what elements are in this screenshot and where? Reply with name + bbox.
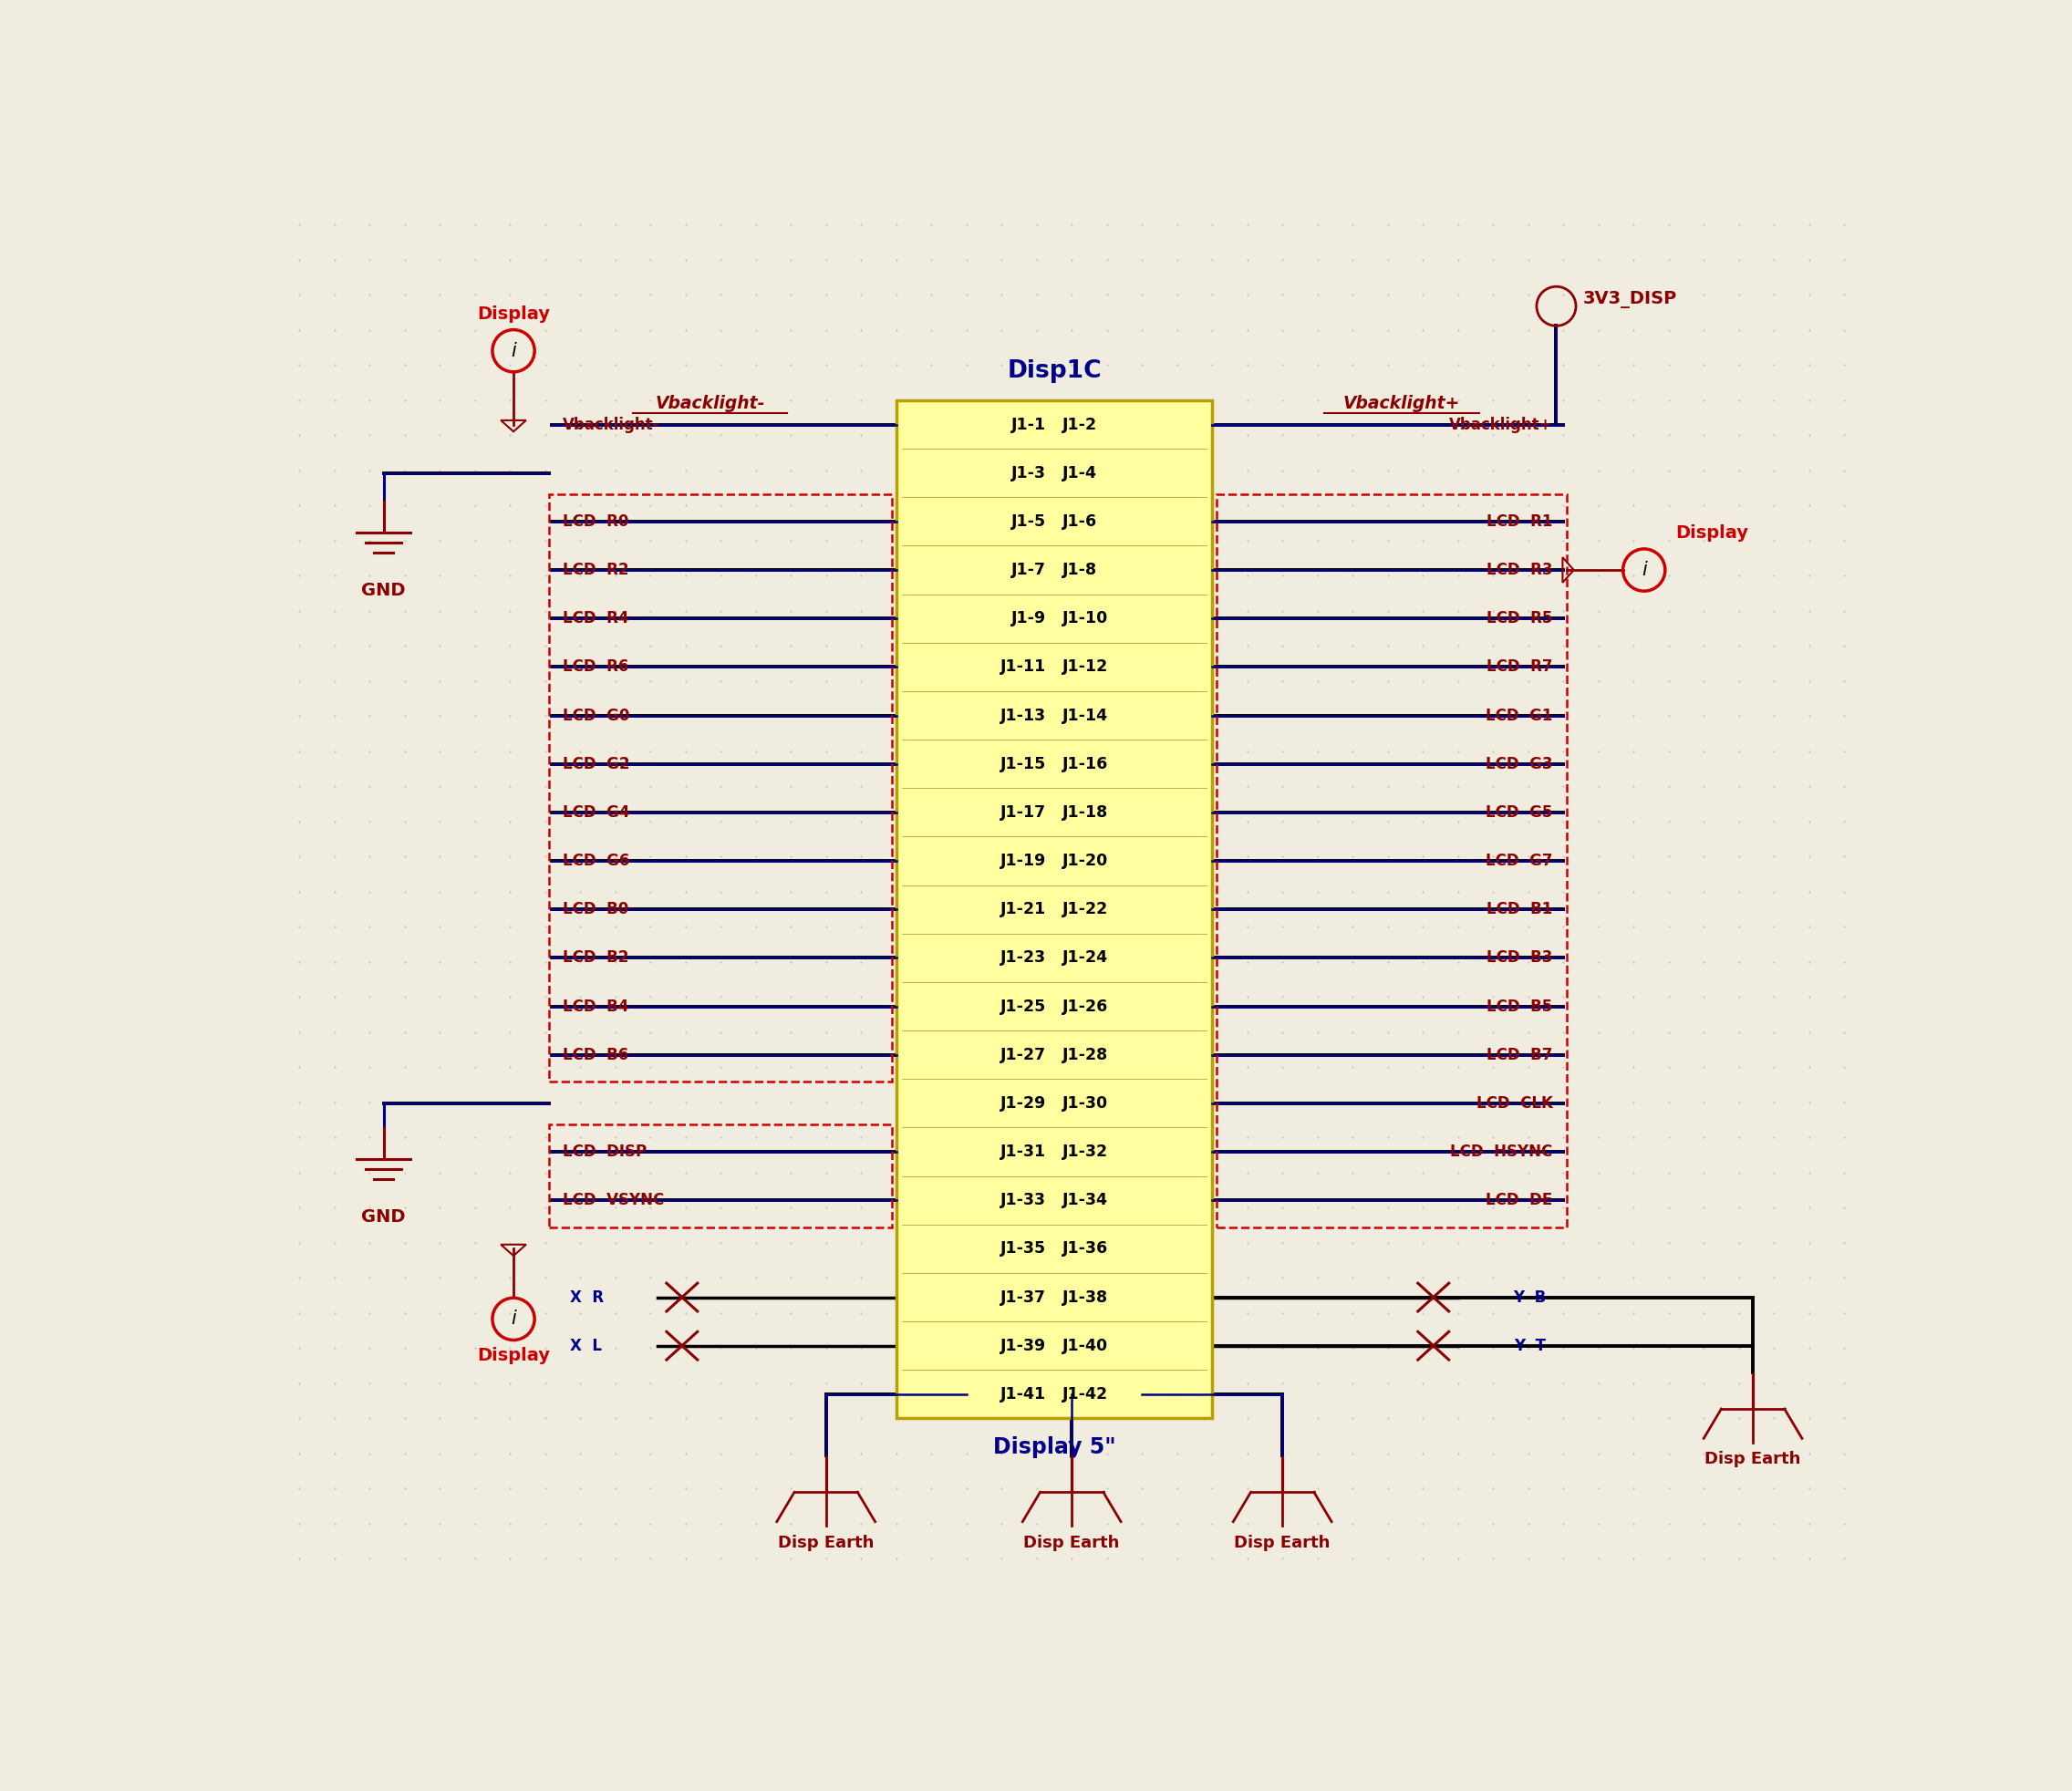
Text: J1-27: J1-27 [1001,1046,1046,1064]
Text: LCD  R7: LCD R7 [1486,659,1552,675]
Text: J1-14: J1-14 [1063,707,1109,724]
Text: LCD  R0: LCD R0 [564,514,628,530]
Text: LCD  R2: LCD R2 [564,562,628,578]
Text: LCD  G1: LCD G1 [1486,707,1552,724]
Bar [897,401,1212,1418]
Text: LCD  B4: LCD B4 [564,998,628,1014]
Text: J1-28: J1-28 [1063,1046,1109,1064]
Text: Display 5": Display 5" [992,1436,1115,1458]
Text: J1-31: J1-31 [1001,1144,1046,1161]
Text: LCD  G7: LCD G7 [1486,853,1552,869]
Text: Vbacklight-: Vbacklight- [564,416,659,433]
Text: J1-9: J1-9 [1011,611,1046,627]
Text: J1-7: J1-7 [1011,562,1046,578]
Text: J1-33: J1-33 [1001,1193,1046,1209]
Text: J1-21: J1-21 [1001,901,1046,917]
Text: J1-16: J1-16 [1063,756,1109,772]
Text: J1-40: J1-40 [1063,1338,1109,1354]
Text: Vbacklight+: Vbacklight+ [1448,416,1552,433]
Text: 3V3_DISP: 3V3_DISP [1583,290,1676,308]
Text: J1-15: J1-15 [1001,756,1046,772]
Text: Y  B: Y B [1513,1290,1546,1306]
Text: LCD  R5: LCD R5 [1488,611,1552,627]
Text: Disp Earth: Disp Earth [1705,1451,1801,1467]
Text: LCD  VSYNC: LCD VSYNC [564,1193,665,1209]
Bar [549,494,891,1082]
Text: LCD  G5: LCD G5 [1486,804,1552,820]
Text: LCD  G3: LCD G3 [1486,756,1552,772]
Text: J1-34: J1-34 [1063,1193,1109,1209]
Text: LCD  R4: LCD R4 [564,611,628,627]
Text: J1-41: J1-41 [1001,1386,1046,1402]
Text: J1-29: J1-29 [1001,1094,1046,1112]
Text: J1-36: J1-36 [1063,1241,1109,1257]
Text: J1-4: J1-4 [1063,466,1098,482]
Text: J1-5: J1-5 [1011,514,1046,530]
Text: LCD  B3: LCD B3 [1488,949,1552,965]
Text: J1-6: J1-6 [1063,514,1098,530]
Text: LCD  G4: LCD G4 [564,804,630,820]
Text: LCD  G0: LCD G0 [564,707,630,724]
Text: LCD  G2: LCD G2 [564,756,630,772]
Text: J1-11: J1-11 [1001,659,1046,675]
Text: J1-22: J1-22 [1063,901,1109,917]
Text: J1-39: J1-39 [1001,1338,1046,1354]
Text: J1-32: J1-32 [1063,1144,1109,1161]
Text: J1-10: J1-10 [1063,611,1109,627]
Text: i: i [1641,561,1647,578]
Bar [1216,494,1566,1227]
Text: i: i [512,342,516,360]
Text: LCD  B0: LCD B0 [564,901,628,917]
Text: X  R: X R [570,1290,603,1306]
Text: LCD  HSYNC: LCD HSYNC [1450,1144,1552,1161]
Text: J1-13: J1-13 [1001,707,1046,724]
Text: J1-25: J1-25 [1001,998,1046,1014]
Text: J1-37: J1-37 [1001,1290,1046,1306]
Bar [549,1125,891,1227]
Text: LCD  DISP: LCD DISP [564,1144,646,1161]
Text: J1-12: J1-12 [1063,659,1109,675]
Text: Display: Display [1676,525,1749,543]
Text: J1-2: J1-2 [1063,416,1098,433]
Text: J1-38: J1-38 [1063,1290,1109,1306]
Text: LCD  B5: LCD B5 [1488,998,1552,1014]
Text: J1-8: J1-8 [1063,562,1098,578]
Text: LCD  B6: LCD B6 [564,1046,628,1064]
Text: Display: Display [477,306,549,322]
Text: J1-20: J1-20 [1063,853,1109,869]
Text: GND: GND [361,1209,406,1227]
Text: LCD  DE: LCD DE [1486,1193,1552,1209]
Text: J1-30: J1-30 [1063,1094,1109,1112]
Text: Disp1C: Disp1C [1007,358,1102,383]
Text: J1-17: J1-17 [1001,804,1046,820]
Text: J1-35: J1-35 [1001,1241,1046,1257]
Text: J1-1: J1-1 [1011,416,1046,433]
Text: LCD  B2: LCD B2 [564,949,628,965]
Text: J1-19: J1-19 [1001,853,1046,869]
Text: LCD  G6: LCD G6 [564,853,630,869]
Text: J1-26: J1-26 [1063,998,1109,1014]
Text: J1-23: J1-23 [1001,949,1046,965]
Text: Vbacklight-: Vbacklight- [655,394,765,412]
Text: LCD  B1: LCD B1 [1488,901,1552,917]
Text: LCD  R6: LCD R6 [564,659,628,675]
Text: Vbacklight+: Vbacklight+ [1343,394,1461,412]
Text: LCD  R3: LCD R3 [1486,562,1552,578]
Text: J1-42: J1-42 [1063,1386,1109,1402]
Text: Disp Earth: Disp Earth [777,1535,874,1551]
Text: J1-24: J1-24 [1063,949,1109,965]
Text: X  L: X L [570,1338,601,1354]
Text: LCD  B7: LCD B7 [1488,1046,1552,1064]
Text: GND: GND [361,582,406,600]
Text: J1-18: J1-18 [1063,804,1109,820]
Text: Disp Earth: Disp Earth [1235,1535,1330,1551]
Text: J1-3: J1-3 [1011,466,1046,482]
Text: i: i [512,1309,516,1329]
Text: LCD  CLK: LCD CLK [1475,1094,1552,1112]
Text: Y  T: Y T [1515,1338,1546,1354]
Text: Disp Earth: Disp Earth [1024,1535,1119,1551]
Text: LCD  R1: LCD R1 [1488,514,1552,530]
Text: Display: Display [477,1347,549,1365]
